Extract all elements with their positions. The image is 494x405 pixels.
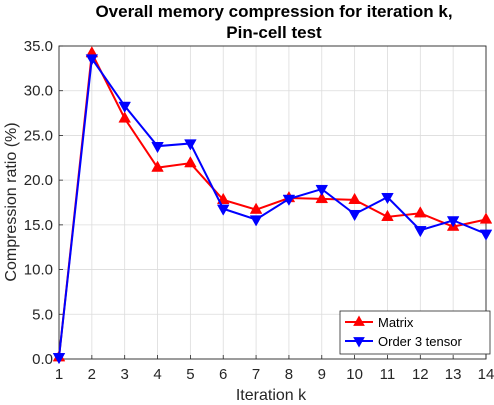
y-tick-label: 5.0 xyxy=(32,306,53,323)
legend-marker-matrix xyxy=(353,315,365,326)
point-matrix-7 xyxy=(249,202,263,214)
point-tensor-5 xyxy=(184,139,197,151)
series-line-matrix xyxy=(58,49,487,358)
tick-labels: 0.05.010.015.020.025.030.035.01 2 3 4 5 6 7 8 9 1… xyxy=(24,38,494,383)
legend-label-matrix: Matrix xyxy=(378,315,414,330)
x-tick-label: 11 xyxy=(380,366,396,383)
point-tensor-13 xyxy=(446,216,460,228)
x-axis-label: Iteration k xyxy=(236,387,307,404)
point-tensor-12 xyxy=(414,226,427,238)
chart-title-line1: Overall memory compression for iteration… xyxy=(95,2,452,21)
point-matrix-3 xyxy=(118,111,131,123)
point-tensor-14 xyxy=(479,229,493,241)
x-tick-label: 3 xyxy=(121,366,129,383)
point-tensor-11 xyxy=(381,192,394,205)
point-matrix-4 xyxy=(151,160,164,172)
x-tick-label: 7 xyxy=(252,366,260,383)
y-tick-label: 30.0 xyxy=(24,83,53,100)
x-tick-label: 2 xyxy=(88,366,96,383)
point-tensor-6 xyxy=(216,204,230,216)
x-tick-label: 1 xyxy=(55,366,63,383)
chart-title-line2: Pin-cell test xyxy=(226,23,322,42)
point-matrix-12 xyxy=(414,206,427,218)
point-tensor-9 xyxy=(315,184,329,197)
point-tensor-3 xyxy=(118,101,131,113)
legend: Matrix Order 3 tensor xyxy=(339,310,491,355)
legend-marker-tensor xyxy=(353,337,365,348)
point-tensor-1 xyxy=(52,353,66,365)
x-tick-label: 12 xyxy=(412,366,429,383)
x-tick-label: 13 xyxy=(445,366,462,383)
y-tick-label: 0.0 xyxy=(32,351,53,368)
legend-label-tensor: Order 3 tensor xyxy=(378,334,462,349)
point-tensor-8 xyxy=(282,194,296,206)
y-axis-label: Compression ratio (%) xyxy=(3,122,20,281)
series-line-tensor xyxy=(58,55,487,358)
point-tensor-2 xyxy=(85,54,99,66)
x-tick-label: 10 xyxy=(346,366,363,383)
y-tick-label: 15.0 xyxy=(24,217,53,234)
y-tick-label: 20.0 xyxy=(24,172,53,189)
y-tick-label: 25.0 xyxy=(24,127,53,144)
point-matrix-5 xyxy=(184,156,197,168)
x-tick-label: 6 xyxy=(219,366,227,383)
x-tick-label: 14 xyxy=(478,366,494,383)
x-tick-label: 4 xyxy=(153,366,161,383)
y-tick-label: 10.0 xyxy=(24,262,53,279)
y-tick-label: 35.0 xyxy=(24,38,53,55)
point-tensor-7 xyxy=(249,215,263,227)
plot-frame xyxy=(58,45,487,360)
x-tick-label: 8 xyxy=(285,366,293,383)
legend-box xyxy=(339,310,491,355)
point-tensor-10 xyxy=(348,209,361,222)
point-matrix-10 xyxy=(348,192,361,204)
point-matrix-14 xyxy=(479,212,493,224)
series-layer xyxy=(52,46,493,365)
x-tick-label: 9 xyxy=(318,366,326,383)
point-matrix-11 xyxy=(381,209,394,221)
x-tick-label: 5 xyxy=(186,366,194,383)
point-tensor-4 xyxy=(151,142,164,154)
point-matrix-9 xyxy=(315,191,329,204)
